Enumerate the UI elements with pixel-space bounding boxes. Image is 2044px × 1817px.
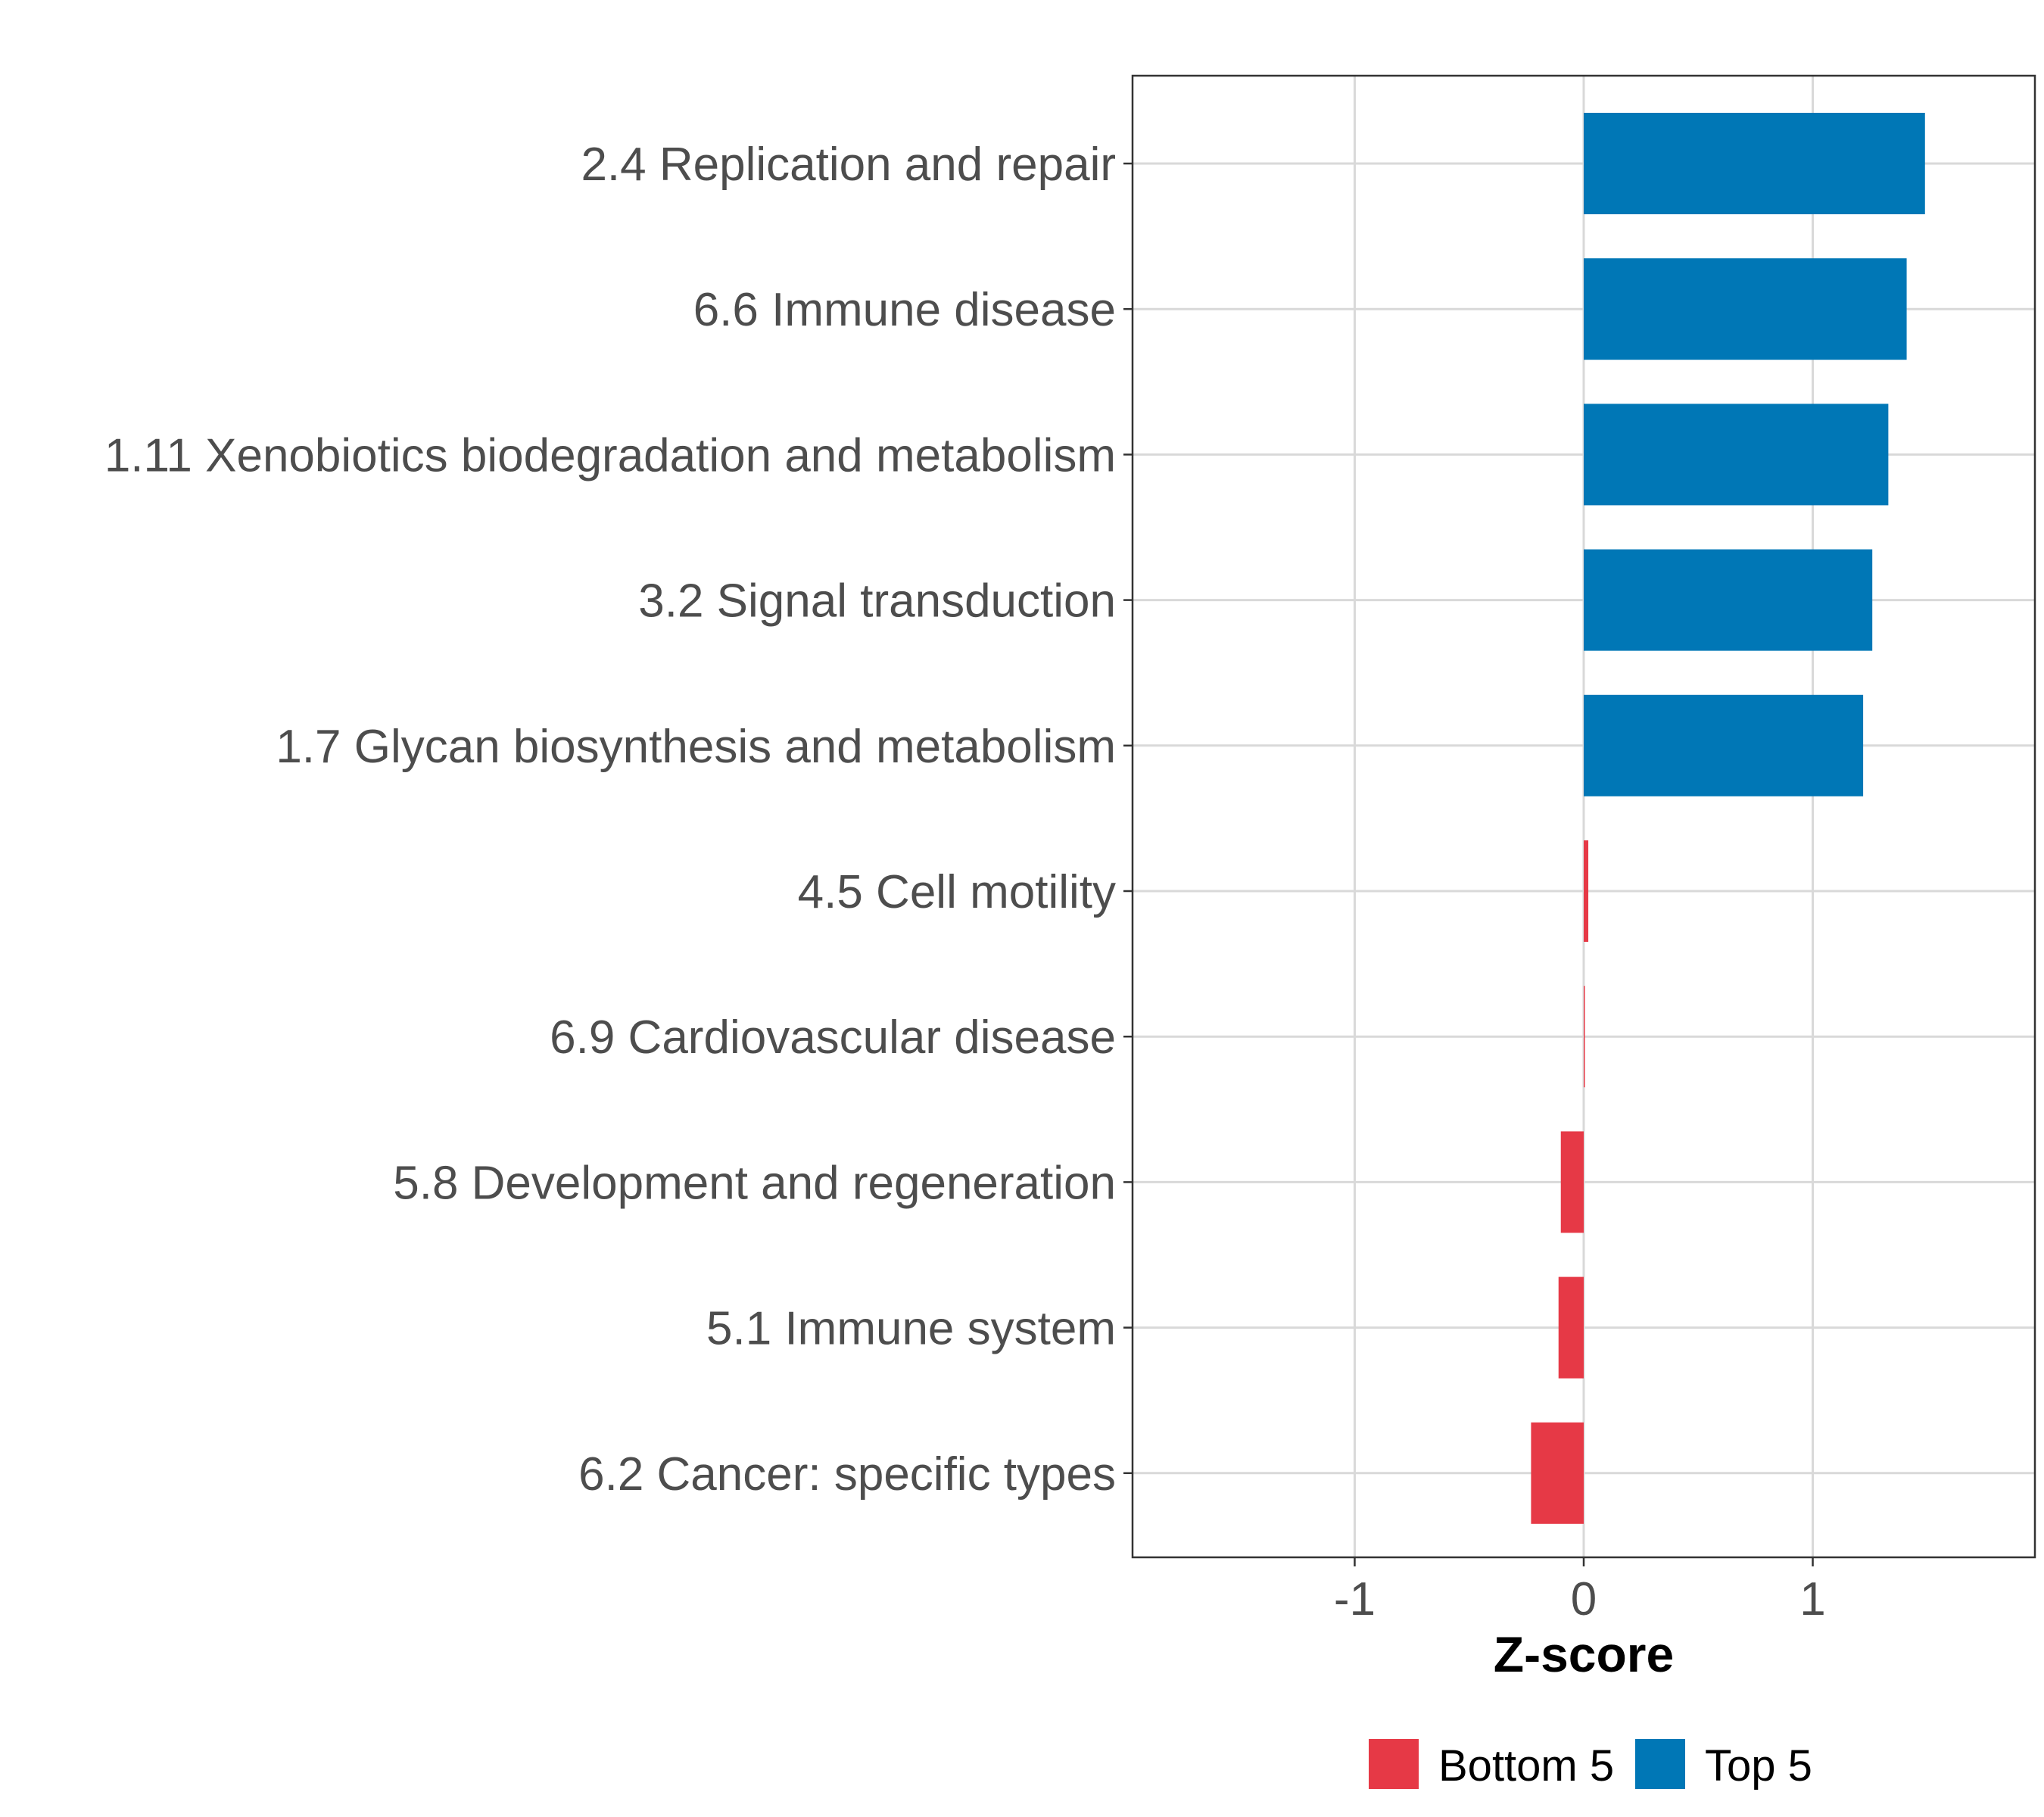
x-tick-label: 0 <box>1571 1573 1597 1625</box>
y-tick-label: 4.5 Cell motility <box>798 866 1116 918</box>
y-tick-label: 1.11 Xenobiotics biodegradation and meta… <box>104 429 1116 482</box>
bar <box>1584 113 1925 214</box>
bar <box>1560 1131 1584 1233</box>
x-axis: -1 0 1 <box>1334 1557 1826 1625</box>
y-tick-label: 1.7 Glycan biosynthesis and metabolism <box>276 721 1116 773</box>
bar <box>1584 840 1589 942</box>
legend-label: Bottom 5 <box>1438 1741 1614 1791</box>
y-tick-label: 6.9 Cardiovascular disease <box>550 1011 1116 1064</box>
y-tick-label: 5.1 Immune system <box>706 1303 1116 1355</box>
bar <box>1584 549 1873 651</box>
legend: Bottom 5 Top 5 <box>1369 1739 1812 1791</box>
legend-swatch <box>1635 1739 1685 1789</box>
y-tick-label: 6.6 Immune disease <box>693 284 1116 336</box>
y-axis: 2.4 Replication and repair 6.6 Immune dis… <box>104 139 1133 1501</box>
x-axis-title: Z-score <box>1494 1626 1674 1682</box>
x-tick-label: -1 <box>1334 1573 1376 1625</box>
bar <box>1558 1276 1584 1379</box>
bar <box>1584 694 1864 796</box>
bar <box>1584 404 1889 506</box>
y-tick-label: 2.4 Replication and repair <box>581 139 1116 191</box>
bar <box>1584 986 1585 1088</box>
bar <box>1531 1422 1584 1524</box>
y-tick-label: 5.8 Development and regeneration <box>393 1157 1116 1209</box>
x-tick-label: 1 <box>1799 1573 1825 1625</box>
y-tick-label: 3.2 Signal transduction <box>638 575 1116 628</box>
y-tick-label: 6.2 Cancer: specific types <box>578 1448 1116 1501</box>
legend-swatch <box>1369 1739 1419 1789</box>
legend-label: Top 5 <box>1705 1741 1812 1791</box>
bars <box>1531 113 1925 1524</box>
bar <box>1584 258 1907 360</box>
